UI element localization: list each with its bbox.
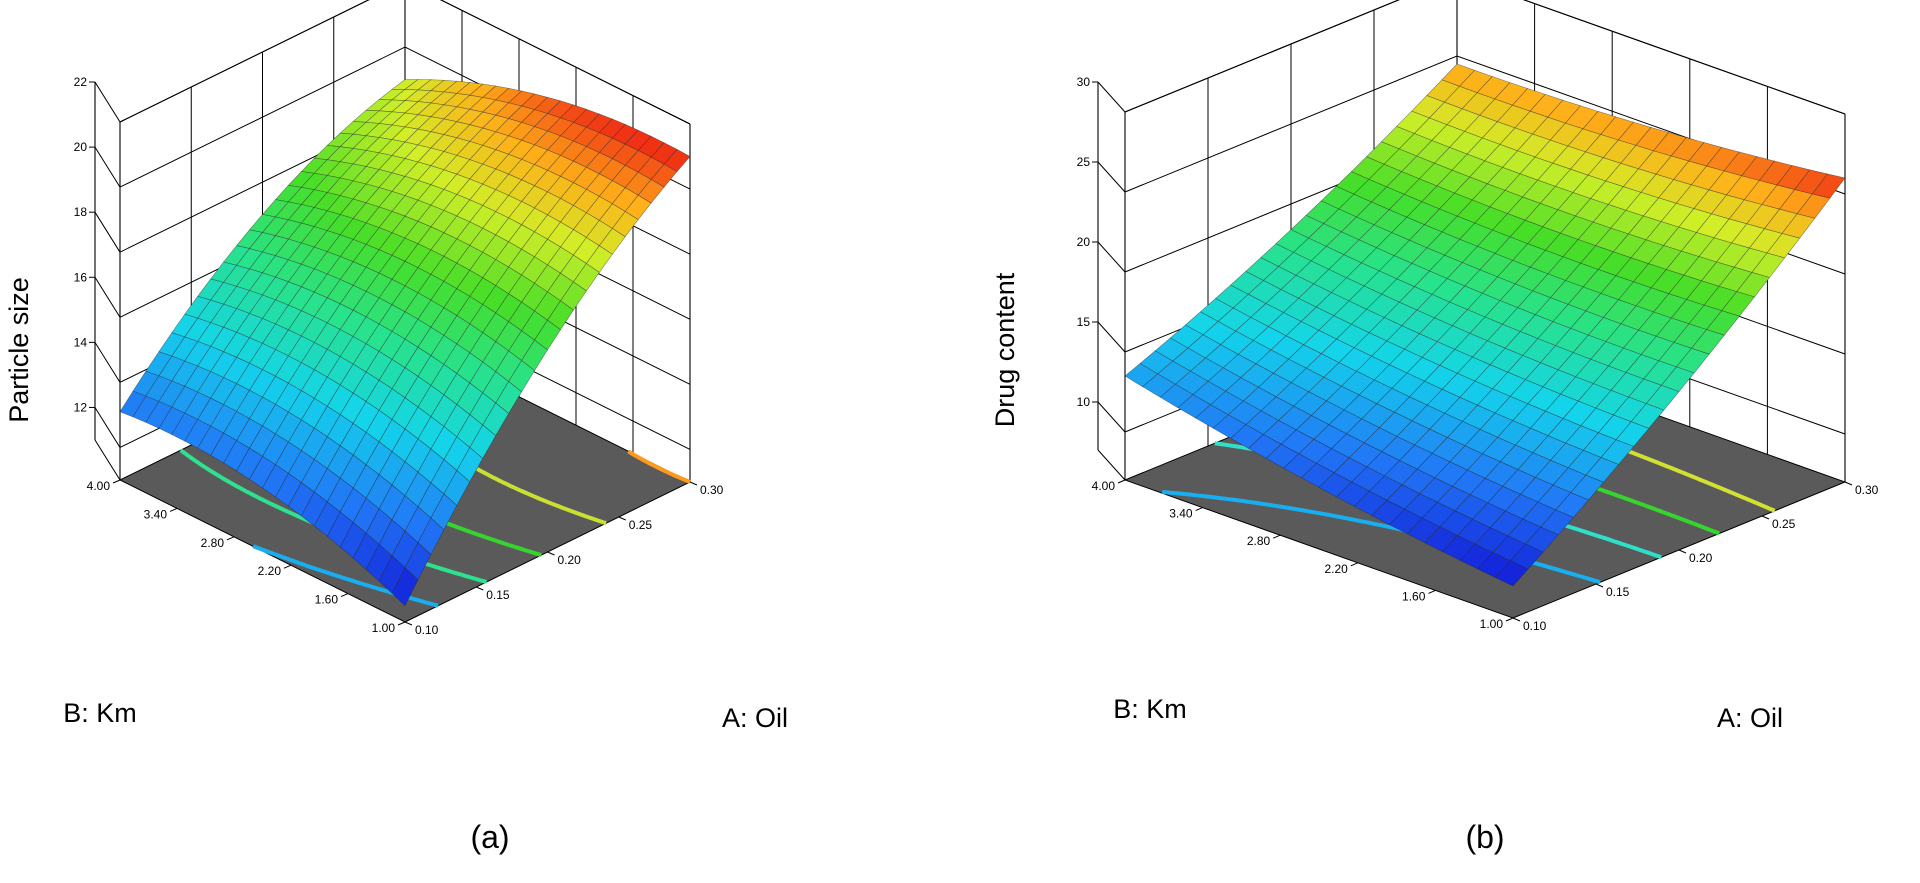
surface-cell xyxy=(1494,560,1529,587)
oil-tick-label: 0.30 xyxy=(700,483,724,497)
z-axis-foot xyxy=(1097,449,1126,481)
z-axis: 10 15 20 25 30 xyxy=(1077,75,1126,481)
km-tick xyxy=(169,507,178,512)
z-tick-label: 15 xyxy=(1077,315,1091,329)
oil-tick xyxy=(1512,617,1521,622)
z-tick-label: 16 xyxy=(74,270,88,284)
oil-tick-label: 0.25 xyxy=(1772,517,1796,531)
chart-root: 10152025301.001.602.202.803.404.000.100.… xyxy=(990,0,1879,855)
z-tick-label: 20 xyxy=(74,140,88,154)
oil-tick xyxy=(404,621,413,626)
km-tick xyxy=(1273,534,1281,539)
chart-panel-b: 10 15 20 25 30 1.00 1.60 2.20 2.80 3.40 4.00 0.10 0.… xyxy=(960,0,1920,883)
wall-top-edge xyxy=(119,0,691,125)
z-grid-link xyxy=(94,81,121,123)
oil-tick-label: 0.25 xyxy=(629,518,653,532)
oil-tick-label: 0.30 xyxy=(1855,483,1879,497)
y-axis-title: B: Km xyxy=(63,698,137,728)
z-grid-link xyxy=(94,407,121,448)
surface-chart-b: 10152025301.001.602.202.803.404.000.100.… xyxy=(990,0,1879,855)
z-grid-link xyxy=(1097,401,1126,433)
km-tick xyxy=(283,564,292,569)
km-tick xyxy=(397,621,406,626)
z-tick-label: 20 xyxy=(1077,235,1091,249)
km-tick-label: 1.00 xyxy=(372,621,396,635)
km-tick-label: 1.00 xyxy=(1480,617,1504,631)
z-tick-label: 22 xyxy=(74,75,88,89)
z-tick-label: 14 xyxy=(74,335,88,349)
km-tick xyxy=(1428,589,1436,594)
km-tick-label: 2.80 xyxy=(201,536,225,550)
z-tick-label: 12 xyxy=(74,400,88,414)
oil-axis: 0.10 0.15 0.20 0.25 0.30 xyxy=(404,481,724,637)
response-surface xyxy=(119,79,691,607)
km-tick-label: 1.60 xyxy=(1402,589,1426,603)
oil-tick xyxy=(1761,515,1770,520)
oil-tick-label: 0.20 xyxy=(1689,551,1713,565)
contour-line xyxy=(627,449,691,484)
oil-axis: 0.10 0.15 0.20 0.25 0.30 xyxy=(1512,481,1879,633)
z-tick-label: 25 xyxy=(1077,155,1091,169)
z-grid-link xyxy=(1097,161,1126,193)
oil-tick xyxy=(547,551,555,556)
oil-tick xyxy=(476,586,484,591)
z-grid-link xyxy=(94,146,121,188)
z-grid-link xyxy=(94,211,121,253)
z-axis-title: Drug content xyxy=(990,272,1020,427)
km-tick xyxy=(1350,562,1358,567)
oil-tick xyxy=(1678,549,1687,554)
km-tick-label: 3.40 xyxy=(144,507,168,521)
z-axis-title: Particle size xyxy=(4,277,34,423)
km-tick-label: 2.80 xyxy=(1247,534,1271,548)
oil-tick-label: 0.10 xyxy=(415,623,439,637)
response-surface xyxy=(1124,63,1846,587)
x-axis-title: A: Oil xyxy=(722,703,788,733)
x-axis-title: A: Oil xyxy=(1717,703,1783,733)
oil-tick-label: 0.10 xyxy=(1523,619,1547,633)
km-axis: 1.00 1.60 2.20 2.80 3.40 4.00 xyxy=(1092,479,1514,631)
z-grid-link xyxy=(1097,321,1126,353)
km-tick xyxy=(1117,479,1126,484)
chart-panel-a: 12 14 16 18 20 22 1.00 1.60 2.20 2.80 3.40 4.00 0.10… xyxy=(4,0,788,855)
wall-top-edge xyxy=(1124,0,1846,115)
km-axis: 1.00 1.60 2.20 2.80 3.40 4.00 xyxy=(87,479,406,635)
z-grid-link xyxy=(94,277,121,318)
km-tick-label: 2.20 xyxy=(1324,562,1348,576)
z-grid-link xyxy=(1097,241,1126,273)
oil-tick xyxy=(689,481,698,486)
km-tick xyxy=(1195,507,1203,512)
y-axis-title: B: Km xyxy=(1113,694,1187,724)
km-tick-label: 3.40 xyxy=(1169,507,1193,521)
km-tick xyxy=(1505,617,1514,622)
km-tick-label: 4.00 xyxy=(1092,479,1116,493)
z-axis: 12 14 16 18 20 22 xyxy=(74,75,121,481)
z-axis-foot xyxy=(94,439,121,481)
z-tick-label: 30 xyxy=(1077,75,1091,89)
z-grid-link xyxy=(1097,81,1126,113)
z-tick-label: 10 xyxy=(1077,395,1091,409)
z-grid-link xyxy=(94,342,121,383)
km-tick-label: 4.00 xyxy=(87,479,111,493)
panel-label: (b) xyxy=(1465,819,1504,855)
z-tick-label: 18 xyxy=(74,205,88,219)
km-tick xyxy=(112,479,121,484)
oil-tick xyxy=(1595,583,1604,588)
oil-tick-label: 0.20 xyxy=(558,553,582,567)
km-tick xyxy=(226,536,235,541)
km-tick-label: 2.20 xyxy=(258,564,282,578)
surface-cell xyxy=(391,567,419,607)
oil-tick xyxy=(618,516,626,521)
oil-tick-label: 0.15 xyxy=(1606,585,1630,599)
panel-label: (a) xyxy=(470,819,509,855)
surface-chart-a: 12 14 16 18 20 22 1.00 1.60 2.20 2.80 3.40 4.00 0.10… xyxy=(4,0,788,855)
km-tick xyxy=(340,593,349,598)
oil-tick xyxy=(1844,481,1853,486)
km-tick-label: 1.60 xyxy=(315,593,339,607)
chart-root: 12 14 16 18 20 22 1.00 1.60 2.20 2.80 3.40 4.00 0.10… xyxy=(4,0,788,855)
oil-tick-label: 0.15 xyxy=(486,588,510,602)
